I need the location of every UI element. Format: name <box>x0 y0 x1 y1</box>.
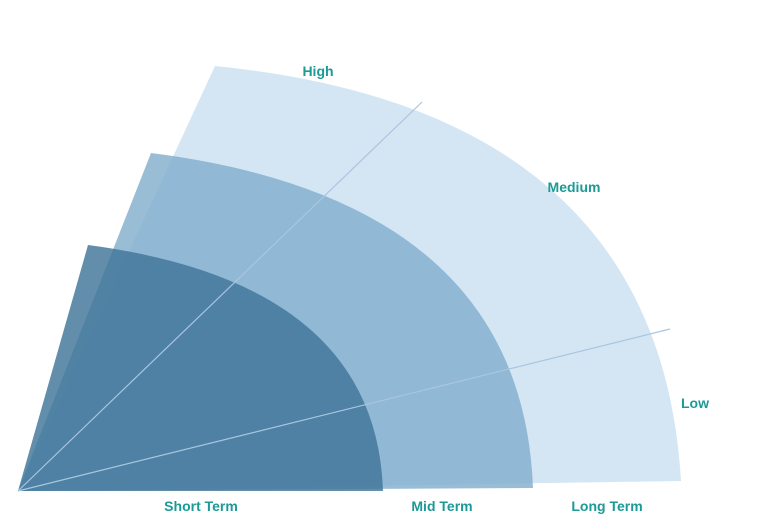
low-label: Low <box>681 395 709 411</box>
divider-line-medium-low <box>17 328 671 492</box>
mid-term-label: Mid Term <box>411 498 473 514</box>
high-label: High <box>302 63 334 79</box>
short-term-label: Short Term <box>164 498 238 514</box>
medium-label: Medium <box>547 179 601 195</box>
short-term-sector <box>18 245 383 491</box>
divider-line-high-medium <box>17 101 423 492</box>
long-term-label: Long Term <box>571 498 643 514</box>
